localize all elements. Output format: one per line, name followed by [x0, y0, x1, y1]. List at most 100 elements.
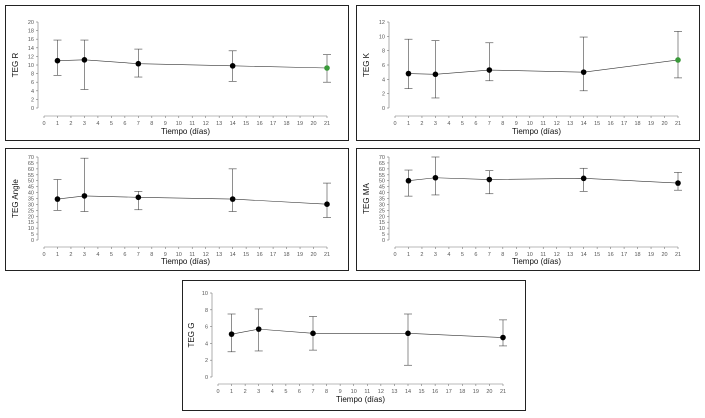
y-tick-label: 0	[205, 375, 208, 381]
y-tick-label: 70	[28, 155, 34, 161]
series-line	[231, 328, 504, 338]
x-tick-label: 14	[230, 121, 236, 127]
x-tick-label: 8	[325, 389, 328, 395]
x-tick-label: 21	[324, 252, 330, 258]
x-tick-label: 15	[594, 121, 600, 127]
y-tick-label: 50	[28, 179, 34, 185]
x-tick-label: 9	[339, 389, 342, 395]
x-tick-label: 12	[203, 252, 209, 258]
x-tick-label: 18	[635, 252, 641, 258]
teg-ma-panel: 0 5 10 15 20 25 30 35 40 45 50 55 60 65 70 0 1 2 3 4 5 6 7 8 9 10…	[356, 148, 700, 271]
x-tick-label: 13	[567, 121, 573, 127]
y-axis-title: TEG G	[187, 323, 196, 348]
teg-k-panel: 0 2 4 6 8 10 12 0 1 2 3 4 5 6 7 8 9 10 11 12 13 14 15 16 17 18 19 2…	[356, 5, 700, 141]
x-tick-label: 15	[594, 252, 600, 258]
x-tick-label: 11	[189, 121, 195, 127]
x-tick-label: 5	[284, 389, 287, 395]
series-line	[57, 59, 328, 69]
y-tick-label: 8	[31, 72, 34, 78]
x-tick-label: 12	[378, 389, 384, 395]
x-tick-label: 11	[364, 389, 370, 395]
x-tick-label: 6	[123, 252, 126, 258]
data-point	[486, 176, 493, 183]
y-tick-label: 8	[382, 49, 385, 55]
x-tick-label: 20	[661, 252, 667, 258]
y-tick-label: 2	[382, 92, 385, 98]
y-tick-label: 10	[379, 226, 385, 232]
x-tick-label: 16	[432, 389, 438, 395]
x-axis-title: Tiempo (días)	[161, 127, 210, 136]
x-tick-label: 3	[434, 252, 437, 258]
y-axis-title: TEG R	[11, 53, 20, 78]
x-tick-label: 16	[257, 252, 263, 258]
y-tick-label: 5	[382, 232, 385, 238]
y-tick-label: 5	[31, 232, 34, 238]
x-tick-label: 8	[150, 252, 153, 258]
teg-r-panel: 0 2 4 6 8 10 12 14 16 18 20 0 1 2 3 4 5 6 7 8 9 10 11 12 13 14 15 1…	[5, 5, 349, 141]
x-tick-label: 19	[473, 389, 479, 395]
x-tick-label: 18	[284, 252, 290, 258]
x-tick-label: 8	[501, 121, 504, 127]
data-point	[405, 70, 412, 77]
data-point	[228, 331, 235, 337]
y-tick-label: 0	[31, 238, 34, 244]
x-tick-label: 15	[243, 121, 249, 127]
y-tick-label: 25	[28, 208, 34, 214]
data-point	[405, 177, 412, 184]
x-tick-label: 9	[515, 252, 518, 258]
y-tick-label: 35	[379, 197, 385, 203]
x-tick-label: 12	[554, 121, 560, 127]
x-tick-label: 6	[474, 252, 477, 258]
x-tick-label: 3	[434, 121, 437, 127]
x-tick-label: 15	[243, 252, 249, 258]
x-tick-label: 20	[310, 121, 316, 127]
x-tick-label: 1	[407, 252, 410, 258]
x-tick-label: 5	[461, 121, 464, 127]
y-tick-label: 60	[379, 167, 385, 173]
data-point	[500, 334, 506, 341]
x-tick-label: 1	[56, 252, 59, 258]
x-tick-label: 10	[176, 121, 182, 127]
x-tick-label: 17	[621, 252, 627, 258]
y-tick-label: 4	[382, 77, 385, 83]
x-axis-title: Tiempo (días)	[336, 395, 385, 404]
data-point	[405, 330, 411, 337]
y-tick-label: 4	[31, 89, 34, 95]
x-tick-label: 19	[648, 121, 654, 127]
y-tick-label: 8	[205, 308, 208, 314]
x-tick-label: 10	[527, 121, 533, 127]
y-axis-title: TEG MA	[362, 183, 371, 214]
x-tick-label: 4	[447, 121, 450, 127]
y-axis-title: TEG K	[362, 52, 371, 77]
x-tick-label: 3	[257, 389, 260, 395]
y-tick-label: 40	[379, 191, 385, 197]
x-tick-label: 8	[150, 121, 153, 127]
y-tick-label: 10	[379, 34, 385, 40]
x-tick-label: 0	[393, 252, 396, 258]
y-tick-label: 55	[379, 173, 385, 179]
x-tick-label: 17	[446, 389, 452, 395]
y-tick-label: 45	[28, 185, 34, 191]
x-tick-label: 17	[270, 121, 276, 127]
data-point	[675, 57, 681, 63]
x-tick-label: 11	[189, 252, 195, 258]
x-tick-label: 13	[391, 389, 397, 395]
x-tick-label: 11	[540, 121, 546, 127]
x-tick-label: 15	[419, 389, 425, 395]
x-tick-label: 9	[164, 252, 167, 258]
x-tick-label: 20	[310, 252, 316, 258]
y-tick-label: 16	[28, 37, 34, 43]
x-tick-label: 18	[635, 121, 641, 127]
y-tick-label: 20	[28, 214, 34, 220]
x-tick-label: 8	[501, 252, 504, 258]
data-point	[81, 57, 88, 63]
x-tick-label: 10	[527, 252, 533, 258]
x-tick-label: 13	[216, 252, 222, 258]
x-tick-label: 5	[110, 121, 113, 127]
y-tick-label: 18	[28, 29, 34, 35]
y-tick-label: 50	[379, 179, 385, 185]
data-point	[324, 65, 330, 71]
